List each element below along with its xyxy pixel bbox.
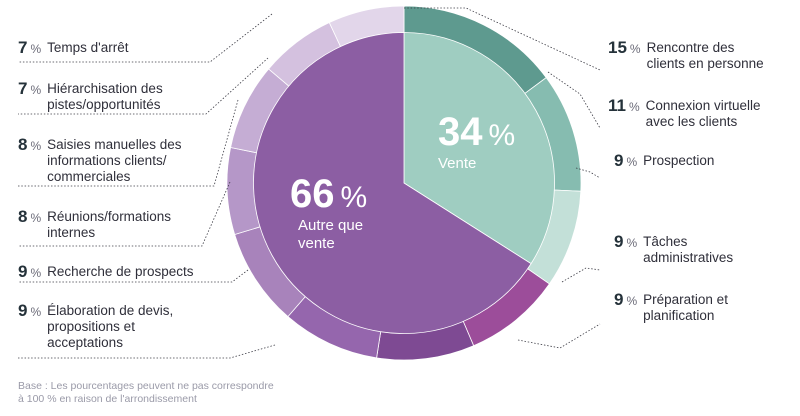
main-value-autre: 66: [290, 172, 335, 216]
legend-item-saisies: 8% Saisies manuelles des informations cl…: [18, 135, 182, 184]
leader-line-10: [517, 323, 601, 349]
legend-item-prospection: 9% Prospection: [614, 151, 715, 170]
main-slice-0: [403, 32, 555, 265]
footnote: Base : Les pourcentages peuvent ne pas c…: [18, 380, 274, 405]
legend-item-taches: 9% Tâches administratives: [614, 232, 734, 265]
leader-line-5: [18, 344, 276, 359]
main-slice-1: [253, 32, 532, 334]
legend-item-recherche: 9% Recherche de prospects: [18, 262, 194, 281]
leader-line-4: [18, 269, 249, 283]
main-value-vente: 34: [438, 110, 483, 154]
legend-item-temps-arret: 7% Temps d'arrêt: [18, 38, 129, 57]
main-label-autre: 66% Autre que vente: [290, 172, 368, 252]
main-name-autre: Autre que vente: [298, 217, 364, 252]
legend-item-reunions: 8% Réunions/formations internes: [18, 207, 171, 240]
leader-line-3: [18, 181, 231, 247]
legend-item-hierarchisation: 7% Hiérarchisation des pistes/opportunit…: [18, 79, 163, 112]
leader-line-9: [561, 267, 601, 283]
legend-item-connexion: 11% Connexion virtuelle avec les clients: [608, 96, 761, 129]
legend-item-elaboration: 9% Élaboration de devis, propositions et…: [18, 301, 174, 350]
legend-item-preparation: 9% Préparation et planification: [614, 290, 728, 323]
leader-line-6: [404, 7, 601, 71]
leader-line-8: [575, 167, 601, 179]
main-name-vente: Vente: [438, 155, 477, 172]
leader-line-2: [18, 99, 239, 187]
legend-item-rencontre: 15% Rencontre des clients en personne: [608, 38, 764, 71]
main-label-vente: 34% Vente: [438, 110, 516, 172]
leader-line-1: [18, 57, 269, 115]
